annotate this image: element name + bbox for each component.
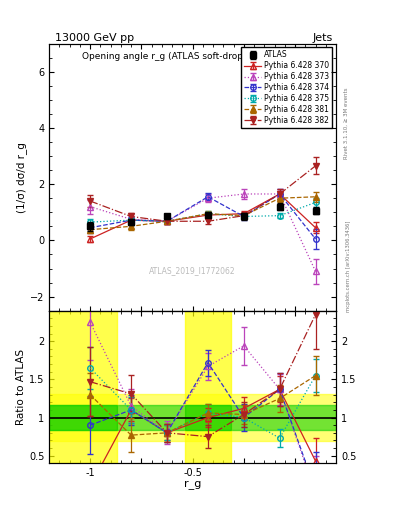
Bar [49,406,117,430]
Text: mcplots.cern.ch [arXiv:1306.3436]: mcplots.cern.ch [arXiv:1306.3436] [346,221,351,312]
X-axis label: r_g: r_g [184,480,201,489]
Y-axis label: Ratio to ATLAS: Ratio to ATLAS [16,349,26,425]
Legend: ATLAS, Pythia 6.428 370, Pythia 6.428 373, Pythia 6.428 374, Pythia 6.428 375, P: ATLAS, Pythia 6.428 370, Pythia 6.428 37… [241,47,332,128]
Text: Opening angle r_g (ATLAS soft-drop observables): Opening angle r_g (ATLAS soft-drop obser… [81,52,304,60]
Y-axis label: (1/σ) dσ/d r_g: (1/σ) dσ/d r_g [16,142,27,212]
Text: Rivet 3.1.10, ≥ 3M events: Rivet 3.1.10, ≥ 3M events [344,87,349,159]
Text: Jets: Jets [313,33,333,43]
Text: ATLAS_2019_I1772062: ATLAS_2019_I1772062 [149,266,236,275]
Bar [185,311,231,463]
Bar [185,406,231,430]
Bar [49,311,117,463]
Bar [49,394,336,441]
Bar [49,406,336,430]
Text: 13000 GeV pp: 13000 GeV pp [55,33,134,43]
